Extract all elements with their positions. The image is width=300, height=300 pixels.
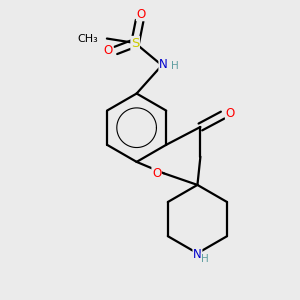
Text: N: N	[159, 58, 168, 71]
Text: O: O	[152, 167, 161, 180]
Text: CH₃: CH₃	[77, 34, 98, 44]
Text: O: O	[104, 44, 113, 57]
Text: H: H	[201, 254, 209, 264]
Text: H: H	[171, 61, 178, 71]
Text: N: N	[193, 248, 202, 261]
Text: O: O	[226, 107, 235, 120]
Text: S: S	[131, 37, 139, 50]
Text: O: O	[136, 8, 146, 21]
